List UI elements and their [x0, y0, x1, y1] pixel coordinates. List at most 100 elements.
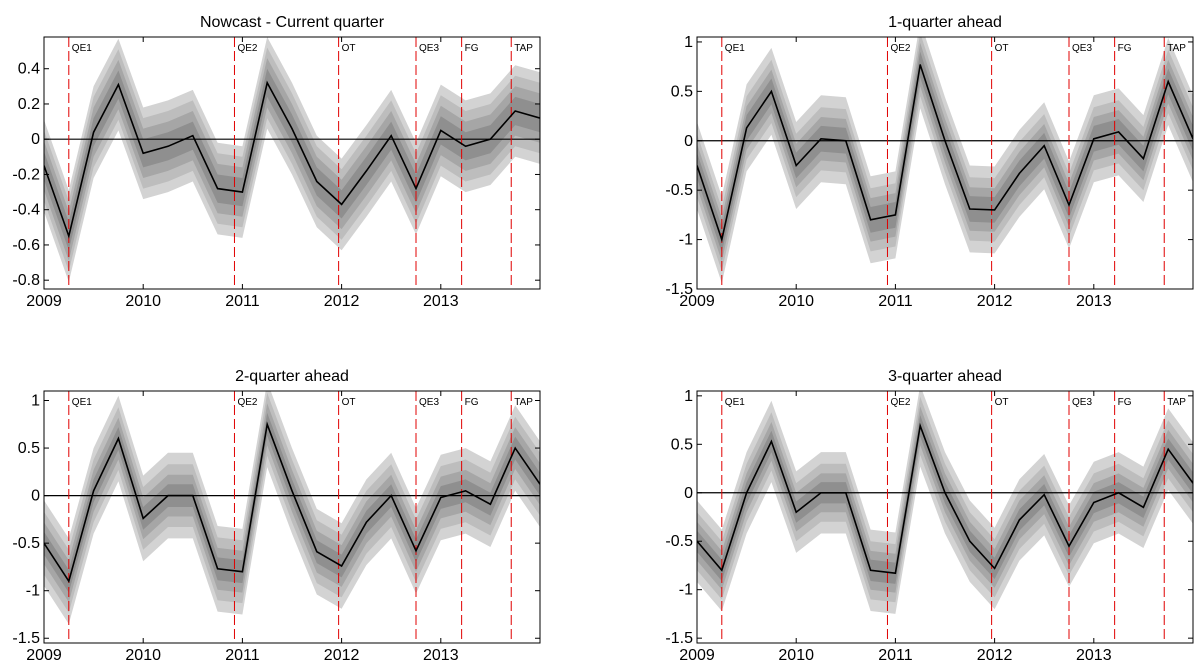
y-tick-label: 0.2 [18, 96, 40, 113]
median-point [390, 495, 392, 497]
median-point [217, 568, 219, 570]
median-point [167, 495, 169, 497]
median-point [746, 127, 748, 129]
plot-area [44, 37, 540, 289]
axes-frame [43, 36, 541, 290]
median-point [1142, 157, 1144, 160]
median-point [316, 551, 318, 553]
plot-area [697, 391, 1193, 643]
event-label-qe1: QE1 [72, 43, 92, 54]
median-point [440, 129, 442, 131]
plot-area [44, 391, 540, 643]
median-point [514, 447, 516, 449]
median-point [994, 209, 996, 211]
x-tick-label: 2010 [778, 293, 814, 310]
y-tick-label: 1 [684, 388, 693, 405]
median-point [1068, 545, 1070, 547]
chart-title: Nowcast - Current quarter [200, 14, 385, 31]
median-point [894, 214, 897, 216]
chart-panel-2: QE1 QE2 OT QE3 FG TAP -1.5 -1 -0.5 0 0.5 1 2009 2010 2… [665, 14, 1194, 310]
median-point [894, 572, 897, 574]
median-point [341, 565, 343, 567]
median-point [489, 503, 491, 505]
median-point [1093, 138, 1095, 140]
median-point [1118, 492, 1120, 494]
median-point [870, 219, 872, 221]
uncertainty-band-4 [697, 415, 1193, 584]
y-tick-label: -0.5 [665, 182, 693, 199]
x-tick-label: 2013 [1076, 647, 1112, 664]
chart-panel-1: QE1 QE2 OT QE3 FG TAP -0.8 -0.6 -0.4 -0.2 0 0.2 0.4 2… [12, 14, 541, 310]
y-tick-label: -0.5 [12, 535, 40, 552]
event-label-ot: OT [995, 397, 1009, 408]
median-point [1043, 145, 1045, 147]
median-point [770, 440, 773, 442]
median-point [1068, 204, 1070, 206]
event-label-fg: FG [1118, 397, 1132, 408]
median-point [795, 164, 797, 167]
median-point [266, 423, 268, 425]
median-point [969, 540, 971, 542]
y-tick-label: -0.4 [12, 202, 40, 219]
axes-frame [696, 36, 1194, 290]
x-tick-label: 2011 [225, 647, 260, 664]
event-label-tap: TAP [514, 43, 533, 54]
median-point [845, 492, 847, 494]
y-tick-label: 0 [684, 485, 693, 502]
x-tick-label: 2012 [977, 647, 1013, 664]
event-label-qe1: QE1 [72, 397, 92, 408]
median-point [241, 571, 243, 573]
median-point [192, 135, 194, 137]
event-label-qe1: QE1 [725, 43, 745, 54]
median-point [341, 203, 343, 206]
median-point [489, 138, 491, 140]
x-tick-label: 2012 [977, 293, 1013, 310]
x-tick-label: 2011 [878, 647, 913, 664]
median-point [93, 490, 95, 492]
x-tick-label: 2009 [26, 293, 62, 310]
y-tick-label: 0 [31, 488, 40, 505]
median-point [1093, 501, 1095, 504]
median-point [291, 128, 293, 130]
chart-title: 2-quarter ahead [235, 368, 349, 385]
median-point [820, 138, 822, 140]
median-point [969, 208, 971, 210]
x-tick-label: 2013 [423, 647, 459, 664]
median-point [1018, 519, 1021, 521]
x-tick-label: 2010 [125, 647, 161, 664]
x-tick-label: 2010 [778, 647, 814, 664]
median-point [365, 521, 367, 523]
y-tick-label: 1 [31, 393, 40, 410]
y-tick-label: -1.5 [665, 281, 693, 298]
median-point [316, 180, 318, 183]
event-label-fg: FG [465, 397, 479, 408]
median-point [820, 492, 822, 494]
y-tick-label: 0 [31, 131, 40, 148]
event-label-ot: OT [342, 43, 356, 54]
median-point [795, 511, 797, 513]
event-label-qe2: QE2 [237, 43, 257, 54]
median-point [1118, 131, 1120, 133]
x-tick-label: 2013 [1076, 293, 1112, 310]
median-point [68, 580, 70, 582]
median-point [919, 64, 921, 66]
event-label-tap: TAP [1167, 43, 1186, 54]
axes-frame [696, 390, 1194, 644]
x-tick-label: 2011 [225, 293, 260, 310]
y-tick-label: -0.6 [12, 237, 40, 254]
y-tick-label: -0.5 [665, 533, 693, 550]
median-point [142, 152, 144, 154]
median-point [465, 145, 467, 147]
median-point [241, 191, 243, 193]
median-point [746, 492, 748, 494]
median-point [415, 187, 417, 190]
y-tick-label: -0.2 [12, 166, 40, 183]
y-tick-label: 0.4 [18, 61, 40, 78]
median-point [721, 569, 723, 571]
median-point [142, 517, 144, 520]
y-tick-label: 1 [684, 34, 693, 51]
y-tick-label: -1.5 [12, 630, 40, 647]
x-tick-label: 2009 [679, 293, 715, 310]
median-point [1142, 506, 1144, 508]
